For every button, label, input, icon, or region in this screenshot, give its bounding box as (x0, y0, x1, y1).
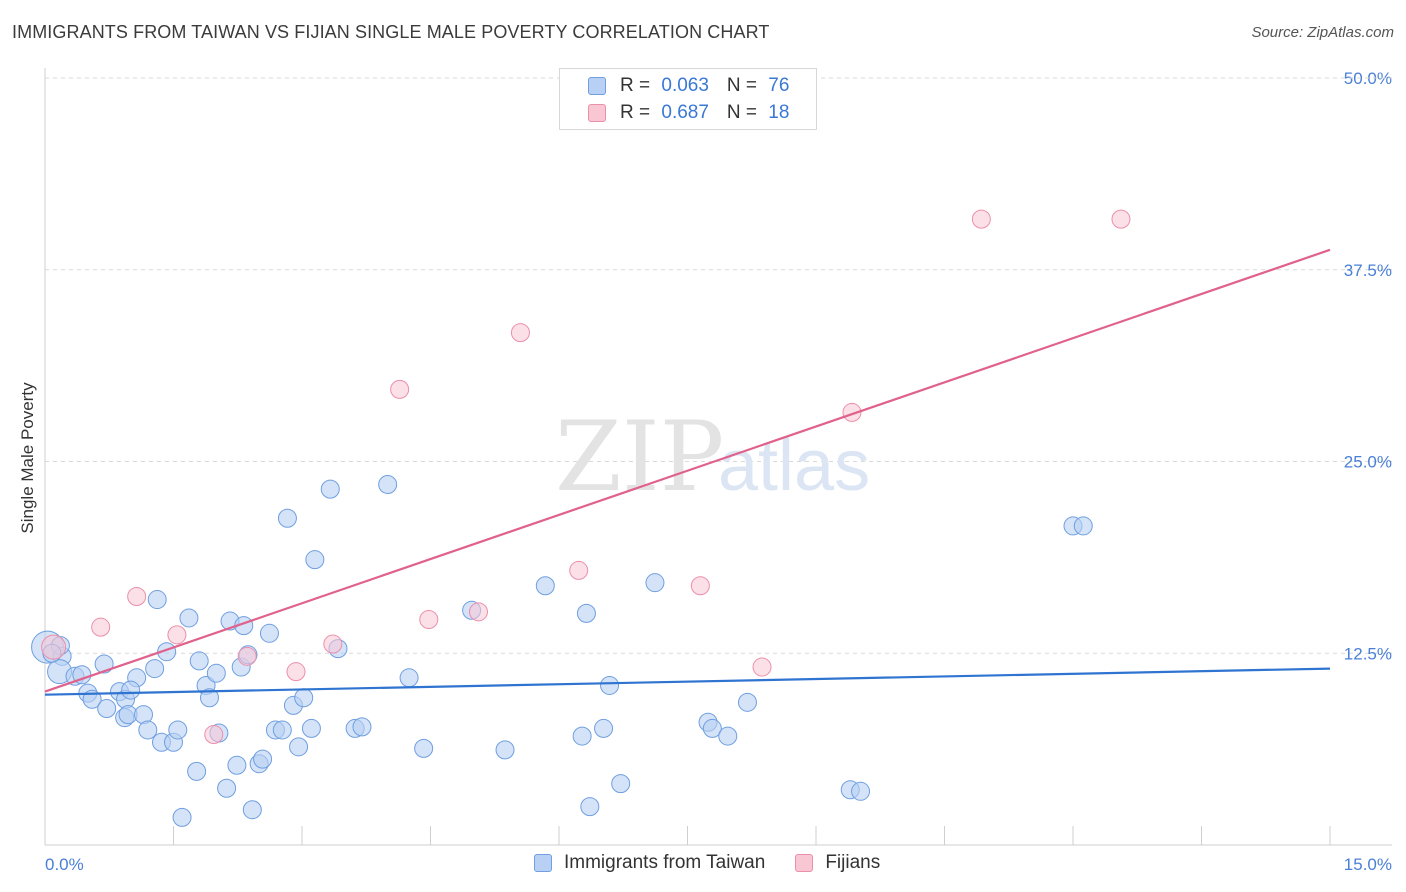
point-fijian (468, 602, 488, 622)
point-taiwan (97, 698, 117, 718)
point-taiwan (718, 726, 738, 746)
point-taiwan (600, 675, 620, 695)
point-taiwan (145, 659, 165, 679)
point-fijian (842, 402, 862, 422)
point-taiwan (147, 590, 167, 610)
y-tick-label: 37.5% (1344, 261, 1392, 280)
point-taiwan (572, 726, 592, 746)
point-fijian (1111, 209, 1131, 229)
legend-row-taiwan: R = 0.063 N = 76 (560, 74, 789, 98)
point-taiwan (611, 774, 631, 794)
legend-swatch-fijians (588, 104, 606, 122)
point-taiwan (851, 781, 871, 801)
point-taiwan (580, 797, 600, 817)
legend-r-value: 0.063 (661, 75, 709, 96)
legend-n-label: N = (726, 102, 763, 123)
point-taiwan (253, 749, 273, 769)
watermark-atlas: atlas (718, 426, 870, 506)
point-fijian (127, 586, 147, 606)
y-tick-label: 25.0% (1344, 453, 1392, 472)
legend-swatch-taiwan (588, 77, 606, 95)
point-taiwan (414, 738, 434, 758)
point-taiwan (277, 508, 297, 528)
point-fijian (323, 634, 343, 654)
y-tick-label: 12.5% (1344, 644, 1392, 663)
point-taiwan (227, 755, 247, 775)
point-taiwan (378, 475, 398, 495)
series-label-fijians: Fijians (825, 852, 881, 873)
point-taiwan (206, 663, 226, 683)
point-taiwan (305, 550, 325, 570)
legend-r-value: 0.687 (661, 102, 709, 123)
chart-title: IMMIGRANTS FROM TAIWAN VS FIJIAN SINGLE … (12, 22, 770, 42)
x-tick-label: 15.0% (1344, 855, 1392, 874)
point-fijian (237, 646, 257, 666)
point-fijian (752, 657, 772, 677)
watermark-zip: ZIP (555, 401, 724, 513)
point-taiwan (259, 623, 279, 643)
legend-row-fijians: R = 0.687 N = 18 (560, 101, 789, 125)
point-fijian (41, 634, 67, 660)
point-taiwan (737, 692, 757, 712)
point-fijian (569, 560, 589, 580)
point-fijian (286, 662, 306, 682)
point-taiwan (495, 740, 515, 760)
point-taiwan (187, 761, 207, 781)
legend-n-value: 18 (768, 102, 790, 123)
series-swatch-taiwan (534, 854, 552, 872)
chart-source: Source: ZipAtlas.com (1251, 24, 1394, 41)
point-taiwan (535, 576, 555, 596)
series-label-taiwan: Immigrants from Taiwan (564, 852, 766, 873)
point-fijian (390, 379, 410, 399)
point-taiwan (320, 479, 340, 499)
point-taiwan (172, 807, 192, 827)
x-tick-label: 0.0% (45, 855, 84, 874)
point-taiwan (179, 608, 199, 628)
point-taiwan (352, 717, 372, 737)
legend-r-label: R = (620, 102, 656, 123)
point-taiwan (138, 720, 158, 740)
point-taiwan (242, 800, 262, 820)
point-taiwan (576, 603, 596, 623)
point-taiwan (294, 688, 314, 708)
point-fijian (167, 625, 187, 645)
correlation-legend: R = 0.063 N = 76 R = 0.687 N = 18 (559, 68, 817, 130)
point-taiwan (1073, 516, 1093, 536)
point-taiwan (399, 668, 419, 688)
trendline-taiwan (44, 667, 1331, 696)
point-taiwan (645, 573, 665, 593)
point-taiwan (168, 720, 188, 740)
point-taiwan (199, 688, 219, 708)
point-fijian (204, 725, 224, 745)
point-taiwan (594, 718, 614, 738)
point-fijian (91, 617, 111, 637)
trendline-fijians (44, 248, 1331, 693)
legend-r-label: R = (620, 75, 656, 96)
point-taiwan (272, 720, 292, 740)
point-taiwan (94, 654, 114, 674)
series-swatch-fijians (795, 854, 814, 872)
point-taiwan (289, 737, 309, 757)
point-fijian (971, 209, 991, 229)
point-taiwan (702, 718, 722, 738)
point-taiwan (301, 718, 321, 738)
point-fijian (419, 610, 439, 630)
legend-n-value: 76 (768, 75, 790, 96)
point-taiwan (189, 651, 209, 671)
point-fijian (510, 323, 530, 343)
series-legend: Immigrants from Taiwan Fijians (534, 852, 880, 874)
point-taiwan (217, 778, 237, 798)
point-taiwan (121, 680, 141, 700)
legend-n-label: N = (726, 75, 763, 96)
point-fijian (690, 576, 710, 596)
